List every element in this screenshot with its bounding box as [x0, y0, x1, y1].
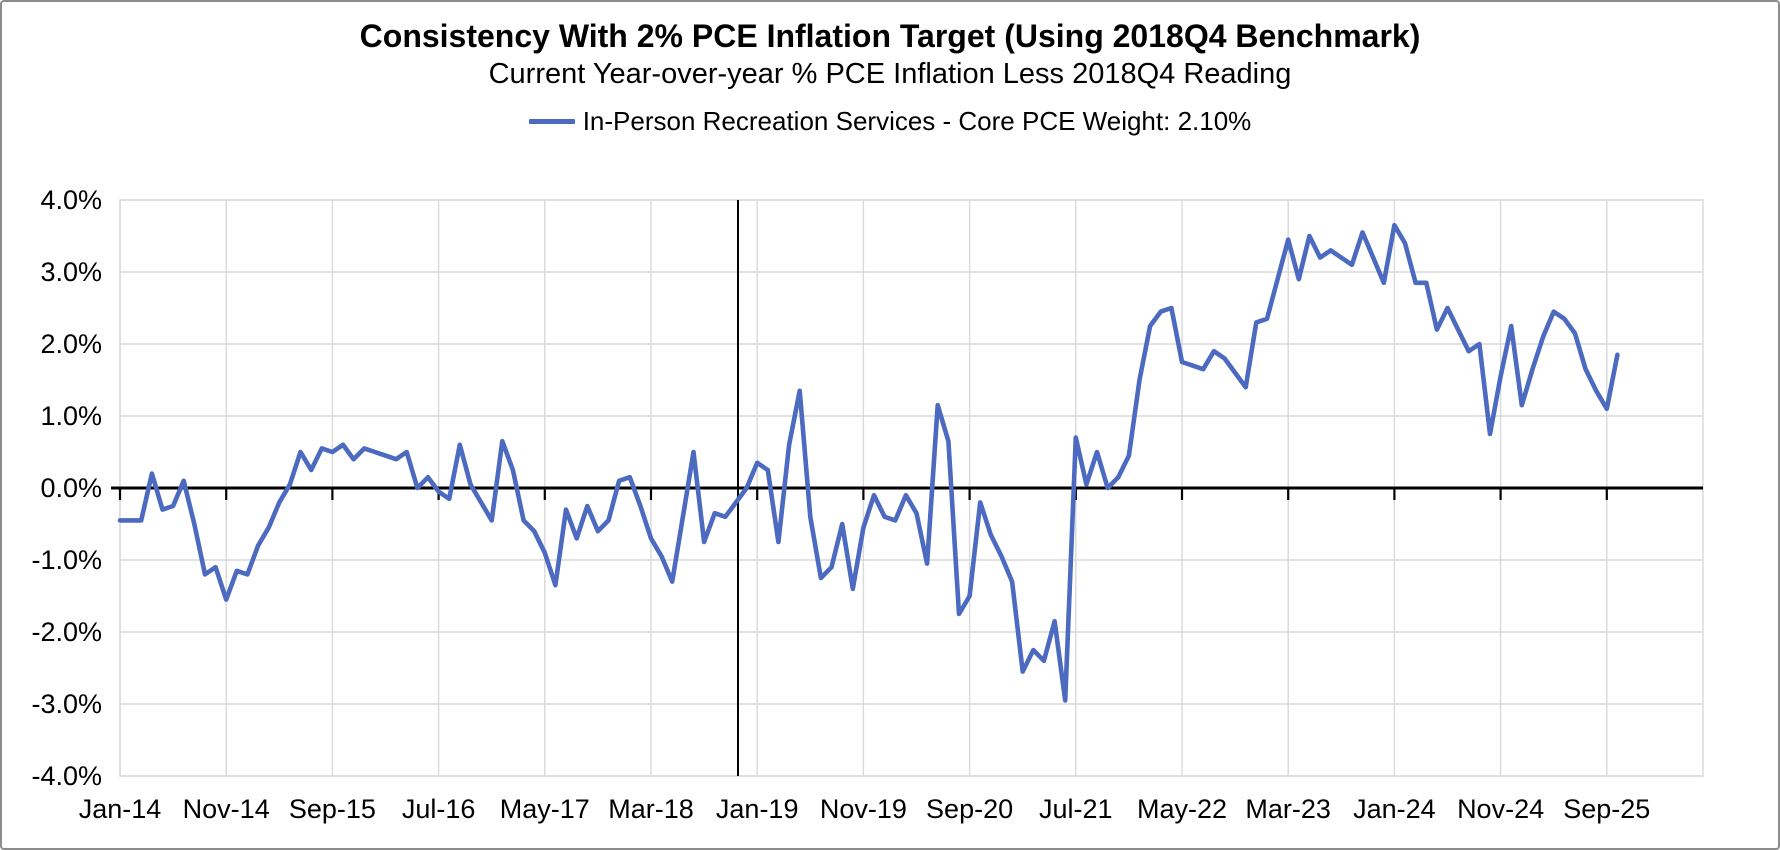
y-tick-label: 2.0% — [40, 329, 102, 359]
legend-series-label: In-Person Recreation Services - Core PCE… — [582, 106, 1252, 136]
x-tick-label: Jan-19 — [716, 794, 799, 824]
y-tick-label: -3.0% — [31, 689, 102, 719]
y-tick-labels: 4.0% 3.0% 2.0% 1.0% 0.0% -1.0% -2.0% -3.0% -4.0% — [31, 185, 102, 791]
legend-line-marker — [528, 119, 575, 124]
y-tick-label: 1.0% — [40, 401, 102, 431]
y-tick-label: 0.0% — [40, 473, 102, 503]
x-tick-label: Jul-21 — [1039, 794, 1113, 824]
legend: In-Person Recreation Services - Core PCE… — [2, 106, 1778, 137]
chart-title: Consistency With 2% PCE Inflation Target… — [359, 18, 1421, 54]
y-tick-label: 3.0% — [40, 257, 102, 287]
x-tick-label: Jan-14 — [79, 794, 162, 824]
chart-subtitle: Current Year-over-year % PCE Inflation L… — [488, 58, 1292, 90]
x-tick-label: May-22 — [1137, 794, 1227, 824]
x-tick-label: Nov-24 — [1457, 794, 1544, 824]
x-tick-label: Sep-20 — [926, 794, 1013, 824]
x-tick-label: Nov-19 — [820, 794, 907, 824]
y-tick-label: -2.0% — [31, 617, 102, 647]
y-tick-label: -1.0% — [31, 545, 102, 575]
x-tick-label: Nov-14 — [183, 794, 270, 824]
x-tick-label: May-17 — [500, 794, 590, 824]
x-tick-label: Mar-23 — [1245, 794, 1331, 824]
x-tick-label: Jan-24 — [1353, 794, 1436, 824]
x-tick-label: Sep-15 — [289, 794, 376, 824]
y-tick-label: -4.0% — [31, 761, 102, 791]
x-tick-label: Mar-18 — [608, 794, 694, 824]
x-tick-label: Jul-16 — [402, 794, 476, 824]
y-tick-label: 4.0% — [40, 185, 102, 215]
data-line — [117, 222, 1620, 703]
x-tick-labels: Jan-14 Nov-14 Sep-15 Jul-16 May-17 Mar-18 Jan-… — [79, 794, 1651, 824]
x-tick-label: Sep-25 — [1563, 794, 1650, 824]
